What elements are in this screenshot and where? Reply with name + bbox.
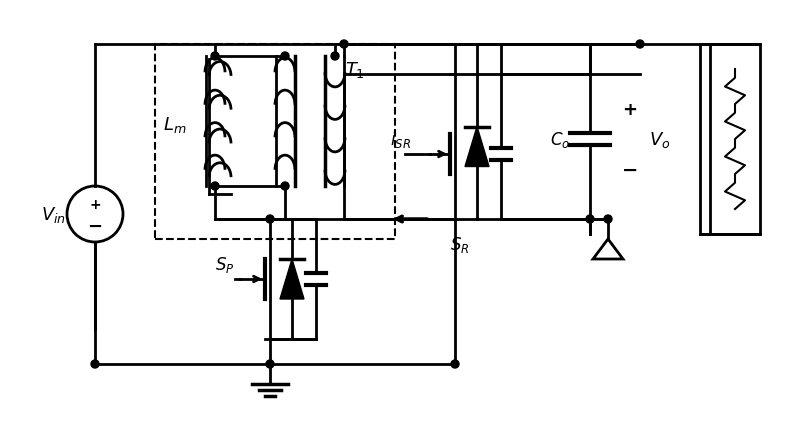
Text: $S_R$: $S_R$ <box>451 234 469 254</box>
Circle shape <box>331 53 339 61</box>
Circle shape <box>281 183 289 191</box>
Bar <box>710 45 760 234</box>
Circle shape <box>604 216 612 224</box>
Text: $S_P$: $S_P$ <box>215 254 235 274</box>
Circle shape <box>266 360 274 368</box>
Circle shape <box>451 360 459 368</box>
Text: −: − <box>622 160 638 179</box>
Bar <box>155 45 395 240</box>
Circle shape <box>340 41 348 49</box>
Circle shape <box>636 41 644 49</box>
Text: $L_m$: $L_m$ <box>163 115 187 135</box>
Text: $T_1$: $T_1$ <box>345 60 365 80</box>
Circle shape <box>211 183 219 191</box>
Text: −: − <box>87 217 103 236</box>
Circle shape <box>281 53 289 61</box>
Polygon shape <box>465 127 489 167</box>
Text: $i_{SR}$: $i_{SR}$ <box>389 129 411 150</box>
Circle shape <box>586 216 594 224</box>
Text: $V_o$: $V_o$ <box>649 130 670 150</box>
Circle shape <box>91 360 99 368</box>
Text: $V_{in}$: $V_{in}$ <box>41 204 65 224</box>
Circle shape <box>211 53 219 61</box>
Text: $C_o$: $C_o$ <box>550 130 570 150</box>
Circle shape <box>266 216 274 224</box>
Text: +: + <box>623 101 637 119</box>
Polygon shape <box>280 260 304 299</box>
Text: +: + <box>89 197 100 211</box>
